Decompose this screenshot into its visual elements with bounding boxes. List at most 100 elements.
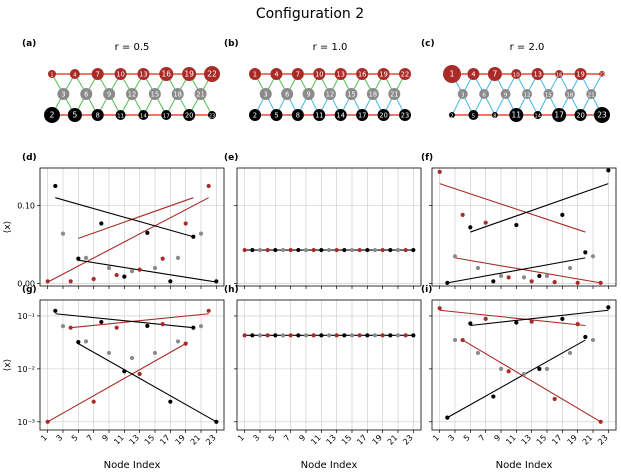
node <box>159 67 174 81</box>
plot-e: (e) <box>224 153 422 289</box>
data-point-mid <box>567 265 573 271</box>
panel-label: (i) <box>421 285 432 295</box>
node <box>457 89 468 99</box>
node-label: 17 <box>163 114 170 120</box>
data-point-top <box>242 247 247 253</box>
node-label: 21 <box>196 91 204 99</box>
node <box>91 68 104 80</box>
x-tick-label: 17 <box>158 433 172 447</box>
node <box>57 88 70 100</box>
data-point-bottom <box>250 247 255 253</box>
data-point-bottom <box>122 369 127 374</box>
node-label: 18 <box>369 91 377 99</box>
x-tick-label: 3 <box>54 433 64 443</box>
data-point-mid <box>544 366 550 371</box>
data-point-mid <box>452 337 458 343</box>
plot-f: (f) <box>421 153 617 289</box>
data-point-mid <box>498 273 504 278</box>
node <box>80 88 93 100</box>
data-point-top <box>45 279 50 284</box>
data-point-top <box>380 247 385 253</box>
x-tick-label: 11 <box>504 433 518 447</box>
data-point-bottom <box>468 321 473 326</box>
node <box>259 88 272 100</box>
axes-frame <box>236 167 422 287</box>
x-tick-label: 15 <box>143 433 157 447</box>
node <box>449 112 455 118</box>
data-point-top <box>598 419 603 424</box>
fit-line <box>47 343 186 423</box>
x-tick-label: 19 <box>566 433 580 447</box>
node-label: 22 <box>207 70 217 79</box>
node-label: 17 <box>358 112 366 120</box>
fit-line <box>55 313 194 329</box>
fit-line <box>78 197 194 239</box>
y-axis-label: ⟨x⟩ <box>3 221 13 233</box>
data-point-bottom <box>53 183 58 189</box>
node-label: 19 <box>379 71 387 79</box>
node <box>555 70 564 78</box>
x-tick-label: 17 <box>355 433 369 447</box>
data-point-bottom <box>214 419 219 424</box>
data-point-top <box>206 308 211 313</box>
panel-label: (a) <box>22 39 36 49</box>
node-label: 12 <box>128 91 136 99</box>
data-point-bottom <box>342 333 347 338</box>
node <box>443 65 461 83</box>
data-point-mid <box>303 247 309 253</box>
node-label: 16 <box>162 70 172 79</box>
node <box>467 68 480 80</box>
node <box>324 88 336 100</box>
data-point-top <box>45 419 50 424</box>
data-point-top <box>403 333 408 338</box>
x-tick-label: 9 <box>297 433 307 443</box>
axes-frame <box>431 167 617 287</box>
node-label: 21 <box>390 91 398 99</box>
node <box>487 67 502 81</box>
data-point-bottom <box>99 319 104 325</box>
node-label: 4 <box>274 71 278 79</box>
axes-frame <box>236 299 422 431</box>
ratio-label: r = 0.5 <box>115 42 150 53</box>
x-tick-label: 5 <box>267 433 277 443</box>
data-point-top <box>311 247 316 253</box>
node-label: 15 <box>347 91 355 99</box>
x-tick-label: 11 <box>309 433 323 447</box>
node-label: 9 <box>504 93 508 99</box>
data-point-mid <box>544 273 550 278</box>
data-point-mid <box>129 269 135 274</box>
x-tick-label: 19 <box>174 433 188 447</box>
node <box>91 109 104 121</box>
data-point-bottom <box>122 274 127 279</box>
node <box>377 68 390 80</box>
node <box>126 88 138 100</box>
data-point-top <box>242 333 247 338</box>
fit-line <box>447 339 586 419</box>
data-point-mid <box>60 324 66 329</box>
plot-g: (g)1 3 5 7 9 11 13 15 17 19 21 2310⁻³10⁻²10⁻¹⟨x⟩Nod… <box>3 285 225 471</box>
x-tick-label: 5 <box>70 433 80 443</box>
node-label: 17 <box>554 111 564 120</box>
data-point-bottom <box>273 333 278 338</box>
fit-line <box>70 313 209 329</box>
x-axis-label: Node Index <box>496 460 553 471</box>
data-point-mid <box>521 275 527 280</box>
data-point-mid <box>175 339 181 344</box>
node <box>388 88 401 100</box>
node <box>399 109 411 121</box>
panel-label: (d) <box>22 153 37 163</box>
x-tick-label: 7 <box>477 433 487 443</box>
plot-grid: (d)0.000.10⟨x⟩(e) (f)(g)1 3 5 7 9 11 13 15 17 19 21… <box>3 153 617 471</box>
data-point-bottom <box>214 279 219 284</box>
data-point-bottom <box>250 333 255 338</box>
node <box>479 89 490 99</box>
node-label: 7 <box>492 70 497 79</box>
x-tick-label: 21 <box>581 433 595 447</box>
data-point-mid <box>326 247 332 253</box>
data-point-top <box>68 279 73 284</box>
x-tick-label: 3 <box>251 433 261 443</box>
data-point-top <box>206 183 211 189</box>
x-tick-label: 21 <box>386 433 400 447</box>
